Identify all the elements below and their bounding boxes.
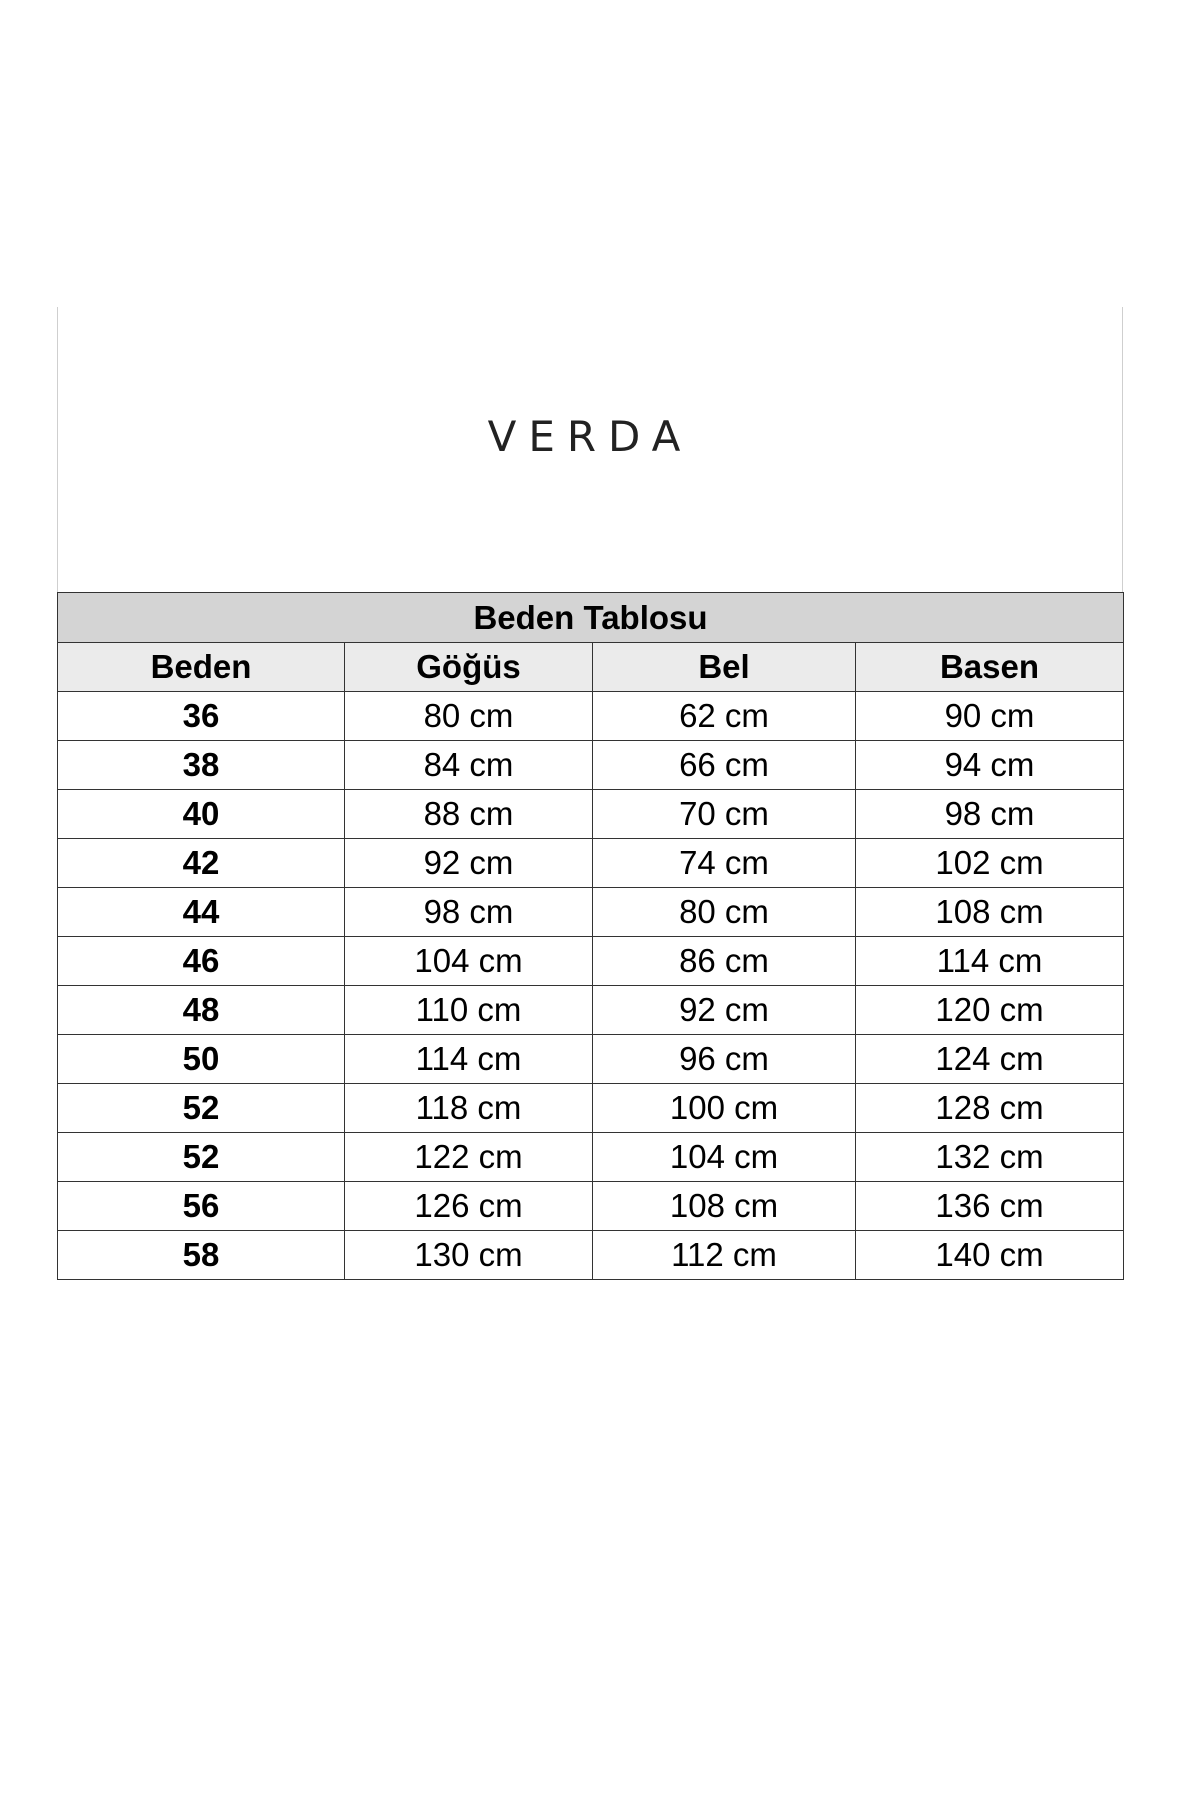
cell-size: 42 xyxy=(57,838,345,888)
table-row: 48 110 cm 92 cm 120 cm xyxy=(57,985,1125,1035)
cell-bel: 112 cm xyxy=(592,1230,856,1280)
cell-gogus: 92 cm xyxy=(344,838,593,888)
table-row: 56 126 cm 108 cm 136 cm xyxy=(57,1181,1125,1231)
cell-size: 52 xyxy=(57,1083,345,1133)
table-row: 46 104 cm 86 cm 114 cm xyxy=(57,936,1125,986)
cell-size: 58 xyxy=(57,1230,345,1280)
cell-size: 38 xyxy=(57,740,345,790)
table-row: 42 92 cm 74 cm 102 cm xyxy=(57,838,1125,888)
cell-bel: 108 cm xyxy=(592,1181,856,1231)
cell-size: 44 xyxy=(57,887,345,937)
cell-size: 46 xyxy=(57,936,345,986)
cell-basen: 94 cm xyxy=(854,740,1125,790)
table-row: 36 80 cm 62 cm 90 cm xyxy=(57,691,1125,741)
cell-bel: 104 cm xyxy=(592,1132,856,1182)
header-gogus: Göğüs xyxy=(344,642,593,692)
cell-size: 50 xyxy=(57,1034,345,1084)
cell-gogus: 88 cm xyxy=(344,789,593,839)
brand-logo: VERDA xyxy=(487,412,693,461)
cell-gogus: 126 cm xyxy=(344,1181,593,1231)
cell-bel: 96 cm xyxy=(592,1034,856,1084)
cell-size: 36 xyxy=(57,691,345,741)
table-row: 38 84 cm 66 cm 94 cm xyxy=(57,740,1125,790)
cell-basen: 132 cm xyxy=(854,1132,1125,1182)
table-title: Beden Tablosu xyxy=(56,592,1125,643)
table-row: 44 98 cm 80 cm 108 cm xyxy=(57,887,1125,937)
cell-bel: 66 cm xyxy=(592,740,856,790)
table-row: 58 130 cm 112 cm 140 cm xyxy=(57,1230,1125,1280)
cell-bel: 86 cm xyxy=(592,936,856,986)
cell-size: 52 xyxy=(57,1132,345,1182)
cell-size: 40 xyxy=(57,789,345,839)
cell-bel: 100 cm xyxy=(592,1083,856,1133)
cell-gogus: 118 cm xyxy=(344,1083,593,1133)
cell-gogus: 122 cm xyxy=(344,1132,593,1182)
header-bel: Bel xyxy=(592,642,856,692)
cell-basen: 102 cm xyxy=(854,838,1125,888)
table-row: 52 122 cm 104 cm 132 cm xyxy=(57,1132,1125,1182)
cell-basen: 140 cm xyxy=(854,1230,1125,1280)
cell-basen: 124 cm xyxy=(854,1034,1125,1084)
cell-gogus: 80 cm xyxy=(344,691,593,741)
table-row: 40 88 cm 70 cm 98 cm xyxy=(57,789,1125,839)
table-row: 50 114 cm 96 cm 124 cm xyxy=(57,1034,1125,1084)
cell-size: 48 xyxy=(57,985,345,1035)
cell-gogus: 84 cm xyxy=(344,740,593,790)
cell-basen: 120 cm xyxy=(854,985,1125,1035)
cell-basen: 128 cm xyxy=(854,1083,1125,1133)
cell-basen: 98 cm xyxy=(854,789,1125,839)
cell-basen: 90 cm xyxy=(854,691,1125,741)
cell-gogus: 104 cm xyxy=(344,936,593,986)
logo-area: VERDA xyxy=(57,307,1123,593)
cell-bel: 74 cm xyxy=(592,838,856,888)
cell-basen: 108 cm xyxy=(854,887,1125,937)
cell-bel: 80 cm xyxy=(592,887,856,937)
cell-size: 56 xyxy=(57,1181,345,1231)
cell-gogus: 130 cm xyxy=(344,1230,593,1280)
cell-gogus: 98 cm xyxy=(344,887,593,937)
cell-bel: 62 cm xyxy=(592,691,856,741)
cell-gogus: 114 cm xyxy=(344,1034,593,1084)
cell-bel: 70 cm xyxy=(592,789,856,839)
cell-basen: 136 cm xyxy=(854,1181,1125,1231)
cell-bel: 92 cm xyxy=(592,985,856,1035)
cell-gogus: 110 cm xyxy=(344,985,593,1035)
size-chart-table: Beden Tablosu Beden Göğüs Bel Basen 36 80… xyxy=(56,592,1125,1280)
table-row: 52 118 cm 100 cm 128 cm xyxy=(57,1083,1125,1133)
header-basen: Basen xyxy=(854,642,1125,692)
header-beden: Beden xyxy=(57,642,345,692)
cell-basen: 114 cm xyxy=(854,936,1125,986)
